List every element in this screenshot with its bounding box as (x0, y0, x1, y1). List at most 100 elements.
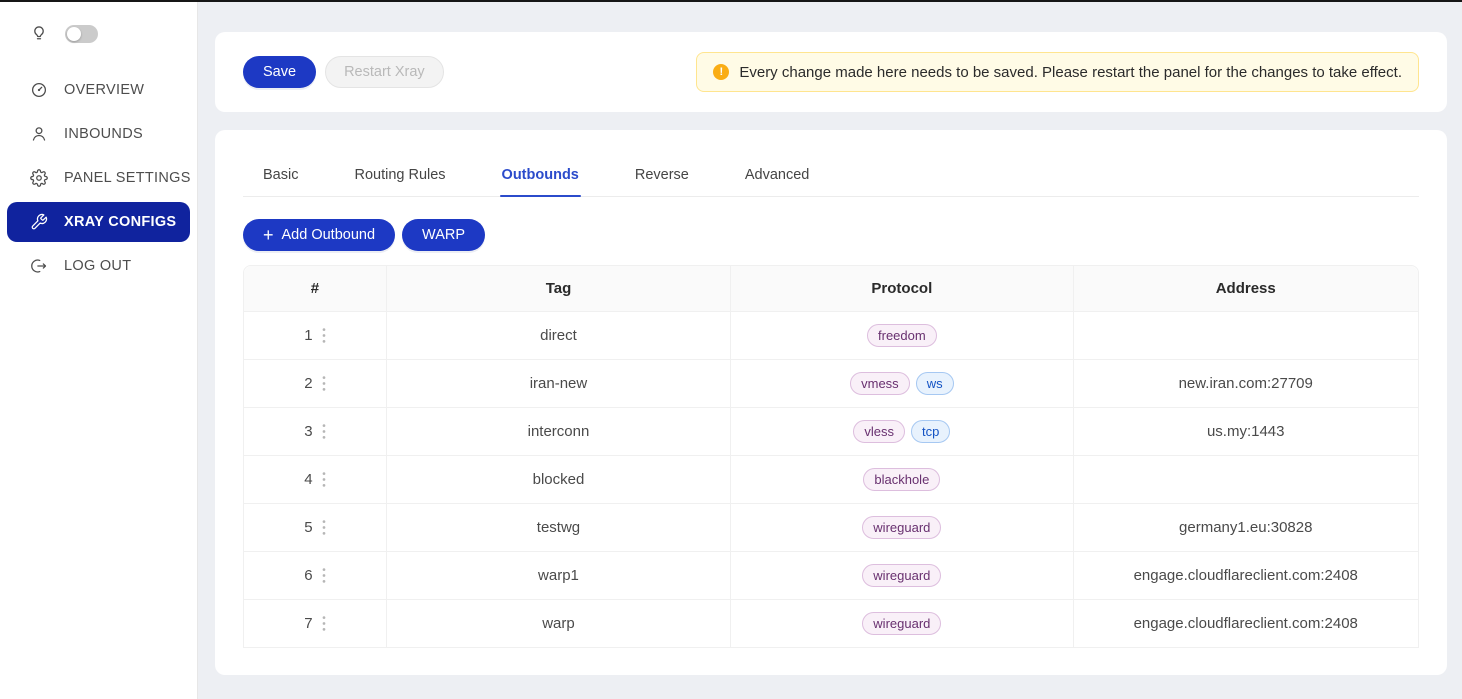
column-header-protocol: Protocol (731, 266, 1073, 311)
gear-icon (30, 169, 48, 187)
row-menu-icon[interactable] (322, 519, 326, 536)
dashboard-icon (30, 81, 48, 99)
table-row: 1 direct freedom (244, 311, 1418, 359)
network-badge: ws (916, 372, 954, 395)
table-row: 4 blocked blackhole (244, 455, 1418, 503)
row-number-cell: 4 (244, 455, 387, 503)
sidebar-item-log-out[interactable]: LOG OUT (7, 246, 190, 286)
dark-mode-toggle[interactable] (65, 25, 98, 43)
row-number-cell: 1 (244, 311, 387, 359)
row-menu-icon[interactable] (322, 327, 326, 344)
tag-cell: warp (387, 599, 731, 647)
tab-routing-rules[interactable]: Routing Rules (352, 156, 447, 196)
protocol-cell: wireguard (731, 551, 1073, 599)
protocol-badge: wireguard (862, 564, 941, 587)
row-menu-icon[interactable] (322, 423, 326, 440)
tag-cell: warp1 (387, 551, 731, 599)
row-number: 2 (304, 375, 312, 392)
sidebar-item-inbounds[interactable]: INBOUNDS (7, 114, 190, 154)
tag-cell: interconn (387, 407, 731, 455)
outbounds-table: #TagProtocolAddress 1 direct freedom 2 iran-… (243, 265, 1419, 648)
row-number: 4 (304, 471, 312, 488)
sidebar-item-label: PANEL SETTINGS (64, 170, 191, 186)
save-button[interactable]: Save (243, 56, 316, 88)
warning-alert: Every change made here needs to be saved… (696, 52, 1419, 92)
table-row: 6 warp1 wireguard engage.cloudflareclient.c… (244, 551, 1418, 599)
row-number-cell: 7 (244, 599, 387, 647)
column-header-: # (244, 266, 387, 311)
tab-advanced[interactable]: Advanced (743, 156, 812, 196)
protocol-cell: blackhole (731, 455, 1073, 503)
protocol-badge: wireguard (862, 612, 941, 635)
network-badge: tcp (911, 420, 950, 443)
sidebar-item-label: LOG OUT (64, 258, 131, 274)
table-row: 7 warp wireguard engage.cloudflareclient.co… (244, 599, 1418, 647)
row-menu-icon[interactable] (322, 615, 326, 632)
row-number: 7 (304, 615, 312, 632)
sidebar: OVERVIEW INBOUNDS PANEL SETTINGS XRAY CONFI… (0, 2, 198, 699)
sidebar-item-label: INBOUNDS (64, 126, 143, 142)
user-icon (30, 125, 48, 143)
sidebar-item-panel-settings[interactable]: PANEL SETTINGS (7, 158, 190, 198)
wrench-icon (30, 213, 48, 231)
alert-text: Every change made here needs to be saved… (739, 64, 1402, 81)
address-cell: germany1.eu:30828 (1074, 503, 1418, 551)
toggle-knob (67, 27, 81, 41)
row-number: 1 (304, 327, 312, 344)
sidebar-menu: OVERVIEW INBOUNDS PANEL SETTINGS XRAY CONFI… (0, 56, 197, 286)
row-number-cell: 2 (244, 359, 387, 407)
row-number: 6 (304, 567, 312, 584)
protocol-badge: vmess (850, 372, 910, 395)
row-number: 3 (304, 423, 312, 440)
tag-cell: blocked (387, 455, 731, 503)
row-number-cell: 3 (244, 407, 387, 455)
tab-reverse[interactable]: Reverse (633, 156, 691, 196)
add-outbound-label: Add Outbound (282, 227, 376, 243)
tag-cell: testwg (387, 503, 731, 551)
address-cell: engage.cloudflareclient.com:2408 (1074, 599, 1418, 647)
tag-cell: direct (387, 311, 731, 359)
add-outbound-button[interactable]: Add Outbound (243, 219, 395, 251)
protocol-badge: blackhole (863, 468, 940, 491)
protocol-badge: freedom (867, 324, 937, 347)
main-content: Save Restart Xray Every change made here… (199, 2, 1462, 699)
window-top-edge (0, 0, 1462, 2)
sidebar-item-xray-configs[interactable]: XRAY CONFIGS (7, 202, 190, 242)
row-number-cell: 5 (244, 503, 387, 551)
protocol-badge: vless (853, 420, 905, 443)
row-menu-icon[interactable] (322, 567, 326, 584)
protocol-cell: vless tcp (731, 407, 1073, 455)
warp-button[interactable]: WARP (402, 219, 485, 251)
address-cell (1074, 455, 1418, 503)
sidebar-item-label: XRAY CONFIGS (64, 214, 176, 230)
row-menu-icon[interactable] (322, 471, 326, 488)
toolbar-card: Save Restart Xray Every change made here… (215, 32, 1447, 112)
restart-xray-button[interactable]: Restart Xray (325, 56, 444, 88)
sidebar-item-overview[interactable]: OVERVIEW (7, 70, 190, 110)
protocol-cell: wireguard (731, 503, 1073, 551)
tag-cell: iran-new (387, 359, 731, 407)
content-card: Basic Routing Rules Outbounds Reverse Advanc… (215, 130, 1447, 675)
protocol-cell: vmessws (731, 359, 1073, 407)
protocol-cell: freedom (731, 311, 1073, 359)
protocol-badge: wireguard (862, 516, 941, 539)
sidebar-item-label: OVERVIEW (64, 82, 144, 98)
table-row: 2iran-newvmesswsnew.iran.com:27709 (244, 359, 1418, 407)
table-header: #TagProtocolAddress (244, 266, 1418, 311)
plus-icon (263, 226, 274, 244)
table-row: 3 interconn vless tcp us.my:1443 (244, 407, 1418, 455)
theme-toggle-row (0, 2, 197, 56)
address-cell: engage.cloudflareclient.com:2408 (1074, 551, 1418, 599)
tab-basic[interactable]: Basic (261, 156, 300, 196)
row-menu-icon[interactable] (322, 375, 326, 392)
column-header-address: Address (1074, 266, 1418, 311)
warning-icon (713, 64, 729, 80)
tab-outbounds[interactable]: Outbounds (500, 156, 581, 196)
column-header-tag: Tag (387, 266, 731, 311)
table-row: 5testwg wireguard germany1.eu:30828 (244, 503, 1418, 551)
address-cell: new.iran.com:27709 (1074, 359, 1418, 407)
protocol-cell: wireguard (731, 599, 1073, 647)
row-number-cell: 6 (244, 551, 387, 599)
address-cell: us.my:1443 (1074, 407, 1418, 455)
table-actions: Add Outbound WARP (243, 219, 1419, 251)
